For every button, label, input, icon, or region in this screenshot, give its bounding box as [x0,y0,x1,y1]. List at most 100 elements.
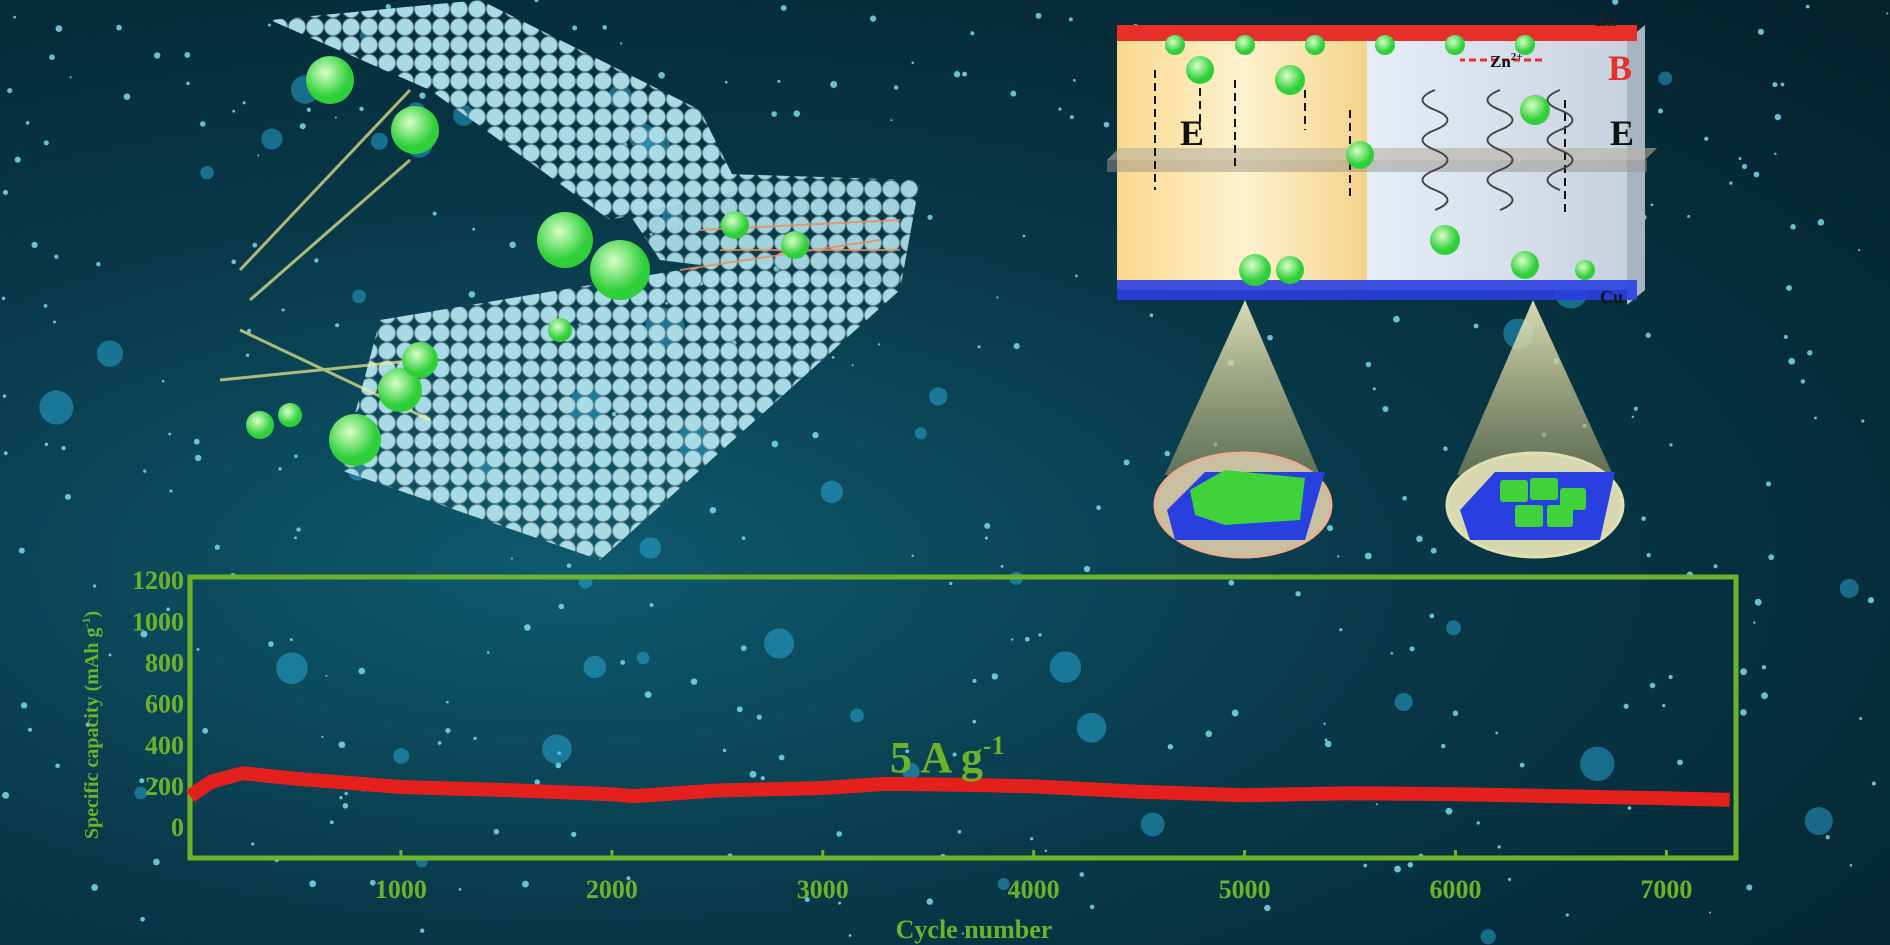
particle [420,928,425,933]
particle [1375,803,1378,806]
particle [1452,710,1459,717]
particle [1790,224,1796,230]
y-tick-label: 1000 [132,607,184,636]
zoom-cone-right [1457,300,1613,475]
y-tick-label: 400 [145,731,184,760]
particle [1445,807,1453,815]
particle [970,31,975,36]
particle [1861,419,1865,423]
particle [1580,746,1615,782]
particle [1871,781,1876,786]
particle [1267,334,1273,341]
particle [134,786,148,800]
particle [92,584,97,588]
particle [914,427,927,440]
particle [1068,17,1073,22]
particle [1849,864,1853,867]
particle [231,259,237,265]
particle [1839,578,1859,598]
particle [276,652,308,684]
particle [1753,621,1756,624]
particle [334,116,337,119]
particle [1029,837,1034,841]
particle [1612,0,1619,5]
particle [168,432,172,436]
particle [1753,171,1760,178]
particle [1859,717,1863,721]
x-tick-label: 1000 [375,875,427,904]
particle [186,81,190,86]
particle [1704,136,1709,141]
particle [644,691,652,699]
particle [771,111,778,117]
y-axis-label: Specific capacity (mAh g-1) [79,611,103,839]
particle [257,154,260,157]
particle [54,254,59,259]
particle [972,719,977,724]
particle [1,296,6,301]
x-tick-label: 4000 [1008,875,1060,904]
particle [1363,863,1368,868]
particle [473,736,477,740]
particle [1024,636,1030,642]
particle [252,242,258,248]
particle [247,328,252,333]
particle [2,189,9,196]
particle [804,897,810,903]
particle [140,916,145,922]
particle [108,653,112,657]
particle [602,25,607,30]
particle [977,345,981,349]
particle [722,748,727,753]
deposition-mechanism-diagram: Zn Zn2+ B E E Cu [1107,10,1657,559]
particle [31,241,38,249]
particle [1295,591,1301,597]
particle [905,749,910,754]
particle [1324,740,1332,748]
particle [432,211,437,216]
particle [342,803,349,809]
particle [626,876,631,881]
particle [140,630,148,638]
particle [1646,553,1651,558]
particle [1372,387,1376,391]
particle [196,647,200,651]
particle [69,76,72,79]
particle [143,469,147,473]
y-tick-label: 1200 [132,566,184,595]
particle [1038,633,1042,637]
particle [991,673,998,680]
particle [153,858,160,866]
particle [61,445,66,451]
particle [534,779,540,785]
particle [1103,121,1110,128]
particle [446,700,449,704]
particle [335,323,340,328]
particle [468,291,476,298]
particle [369,879,376,886]
particle [370,132,388,150]
particle [1783,334,1788,339]
particle [984,522,991,529]
particle [154,52,161,59]
particle [952,752,957,757]
particle [760,776,765,781]
particle [911,61,915,65]
particle [927,214,933,220]
particle [1800,379,1806,384]
zn-ion-label: Zn [1490,52,1511,71]
particle [1140,812,1165,837]
particle [524,624,531,631]
particle [278,467,282,471]
particle [1740,668,1748,676]
particle [1231,709,1239,717]
particle [1741,164,1748,170]
particle [1623,703,1629,709]
particle [1076,712,1107,743]
zn-label: Zn [1595,10,1617,30]
particle [267,23,271,27]
zoom-cone-left [1165,300,1320,475]
particle [43,303,48,308]
particle [200,121,206,127]
particle [1480,929,1496,945]
